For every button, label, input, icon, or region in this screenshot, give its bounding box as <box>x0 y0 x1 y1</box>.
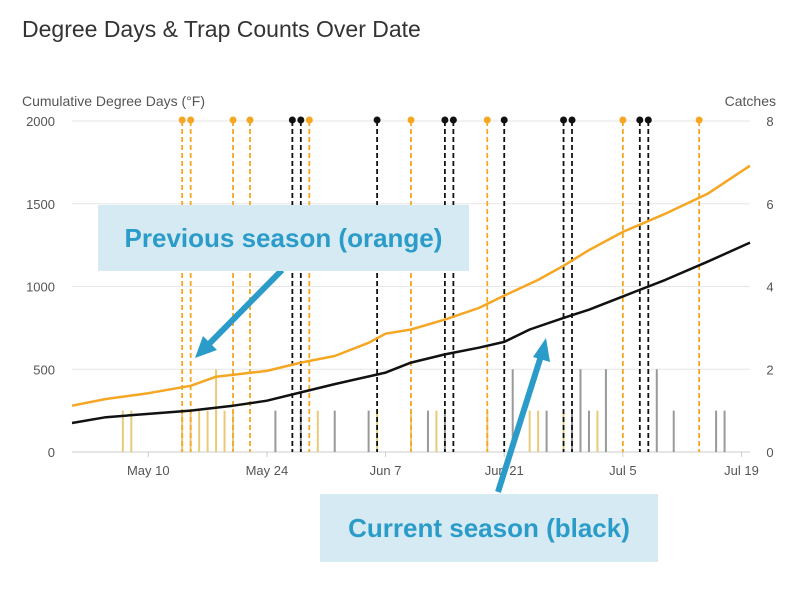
left-tick-label: 500 <box>33 362 55 377</box>
degree-day-lines <box>71 164 751 425</box>
current-catch-marker <box>297 116 305 124</box>
current-callout-arrow-shaft <box>495 355 544 493</box>
current-catch-marker <box>500 116 508 124</box>
current-callout-arrow-head <box>533 338 550 362</box>
current-catch-marker <box>373 116 381 124</box>
x-tick-label: Jul 19 <box>724 463 759 478</box>
catch-bars <box>121 369 726 452</box>
right-tick-label: 8 <box>766 114 773 129</box>
left-tick-label: 2000 <box>26 114 55 129</box>
current-catch-marker <box>449 116 457 124</box>
current-catch-marker <box>636 116 644 124</box>
right-axis-label: Catches <box>725 93 776 109</box>
current-catch-marker <box>288 116 296 124</box>
left-tick-label: 0 <box>48 445 55 460</box>
previous-season-line <box>71 164 751 407</box>
previous-catch-marker <box>229 116 237 124</box>
previous-callout-arrow-head <box>195 336 217 358</box>
previous-season-callout: Previous season (orange) <box>98 205 469 271</box>
left-tick-label: 1000 <box>26 280 55 295</box>
previous-catch-marker <box>407 116 415 124</box>
x-tick-label: Jul 5 <box>609 463 636 478</box>
axis-ticks: 0 500 1000 1500 2000 0 2 4 6 8 May 10 May 24 Jun 7 Ju… <box>26 114 774 478</box>
previous-catch-marker <box>246 116 254 124</box>
catch-event-lines <box>178 116 703 452</box>
right-tick-label: 0 <box>766 445 773 460</box>
x-tick-label: Jun 7 <box>370 463 402 478</box>
previous-callout-arrow-shaft <box>204 267 285 349</box>
previous-catch-marker <box>483 116 491 124</box>
right-tick-label: 2 <box>766 362 773 377</box>
current-season-callout: Current season (black) <box>320 494 658 562</box>
x-tick-label: May 10 <box>127 463 170 478</box>
left-tick-label: 1500 <box>26 197 55 212</box>
current-season-line <box>71 241 751 425</box>
left-axis-label: Cumulative Degree Days (°F) <box>22 93 205 109</box>
chart-title: Degree Days & Trap Counts Over Date <box>22 16 421 42</box>
right-tick-label: 4 <box>766 280 773 295</box>
previous-catch-marker <box>619 116 627 124</box>
previous-catch-marker <box>187 116 195 124</box>
current-catch-marker <box>644 116 652 124</box>
previous-catch-marker <box>178 116 186 124</box>
previous-catch-marker <box>695 116 703 124</box>
current-catch-marker <box>560 116 568 124</box>
current-catch-marker <box>568 116 576 124</box>
current-catch-marker <box>441 116 449 124</box>
x-tick-label: May 24 <box>246 463 289 478</box>
previous-catch-marker <box>305 116 313 124</box>
callout-arrows <box>195 267 550 493</box>
right-tick-label: 6 <box>766 197 773 212</box>
